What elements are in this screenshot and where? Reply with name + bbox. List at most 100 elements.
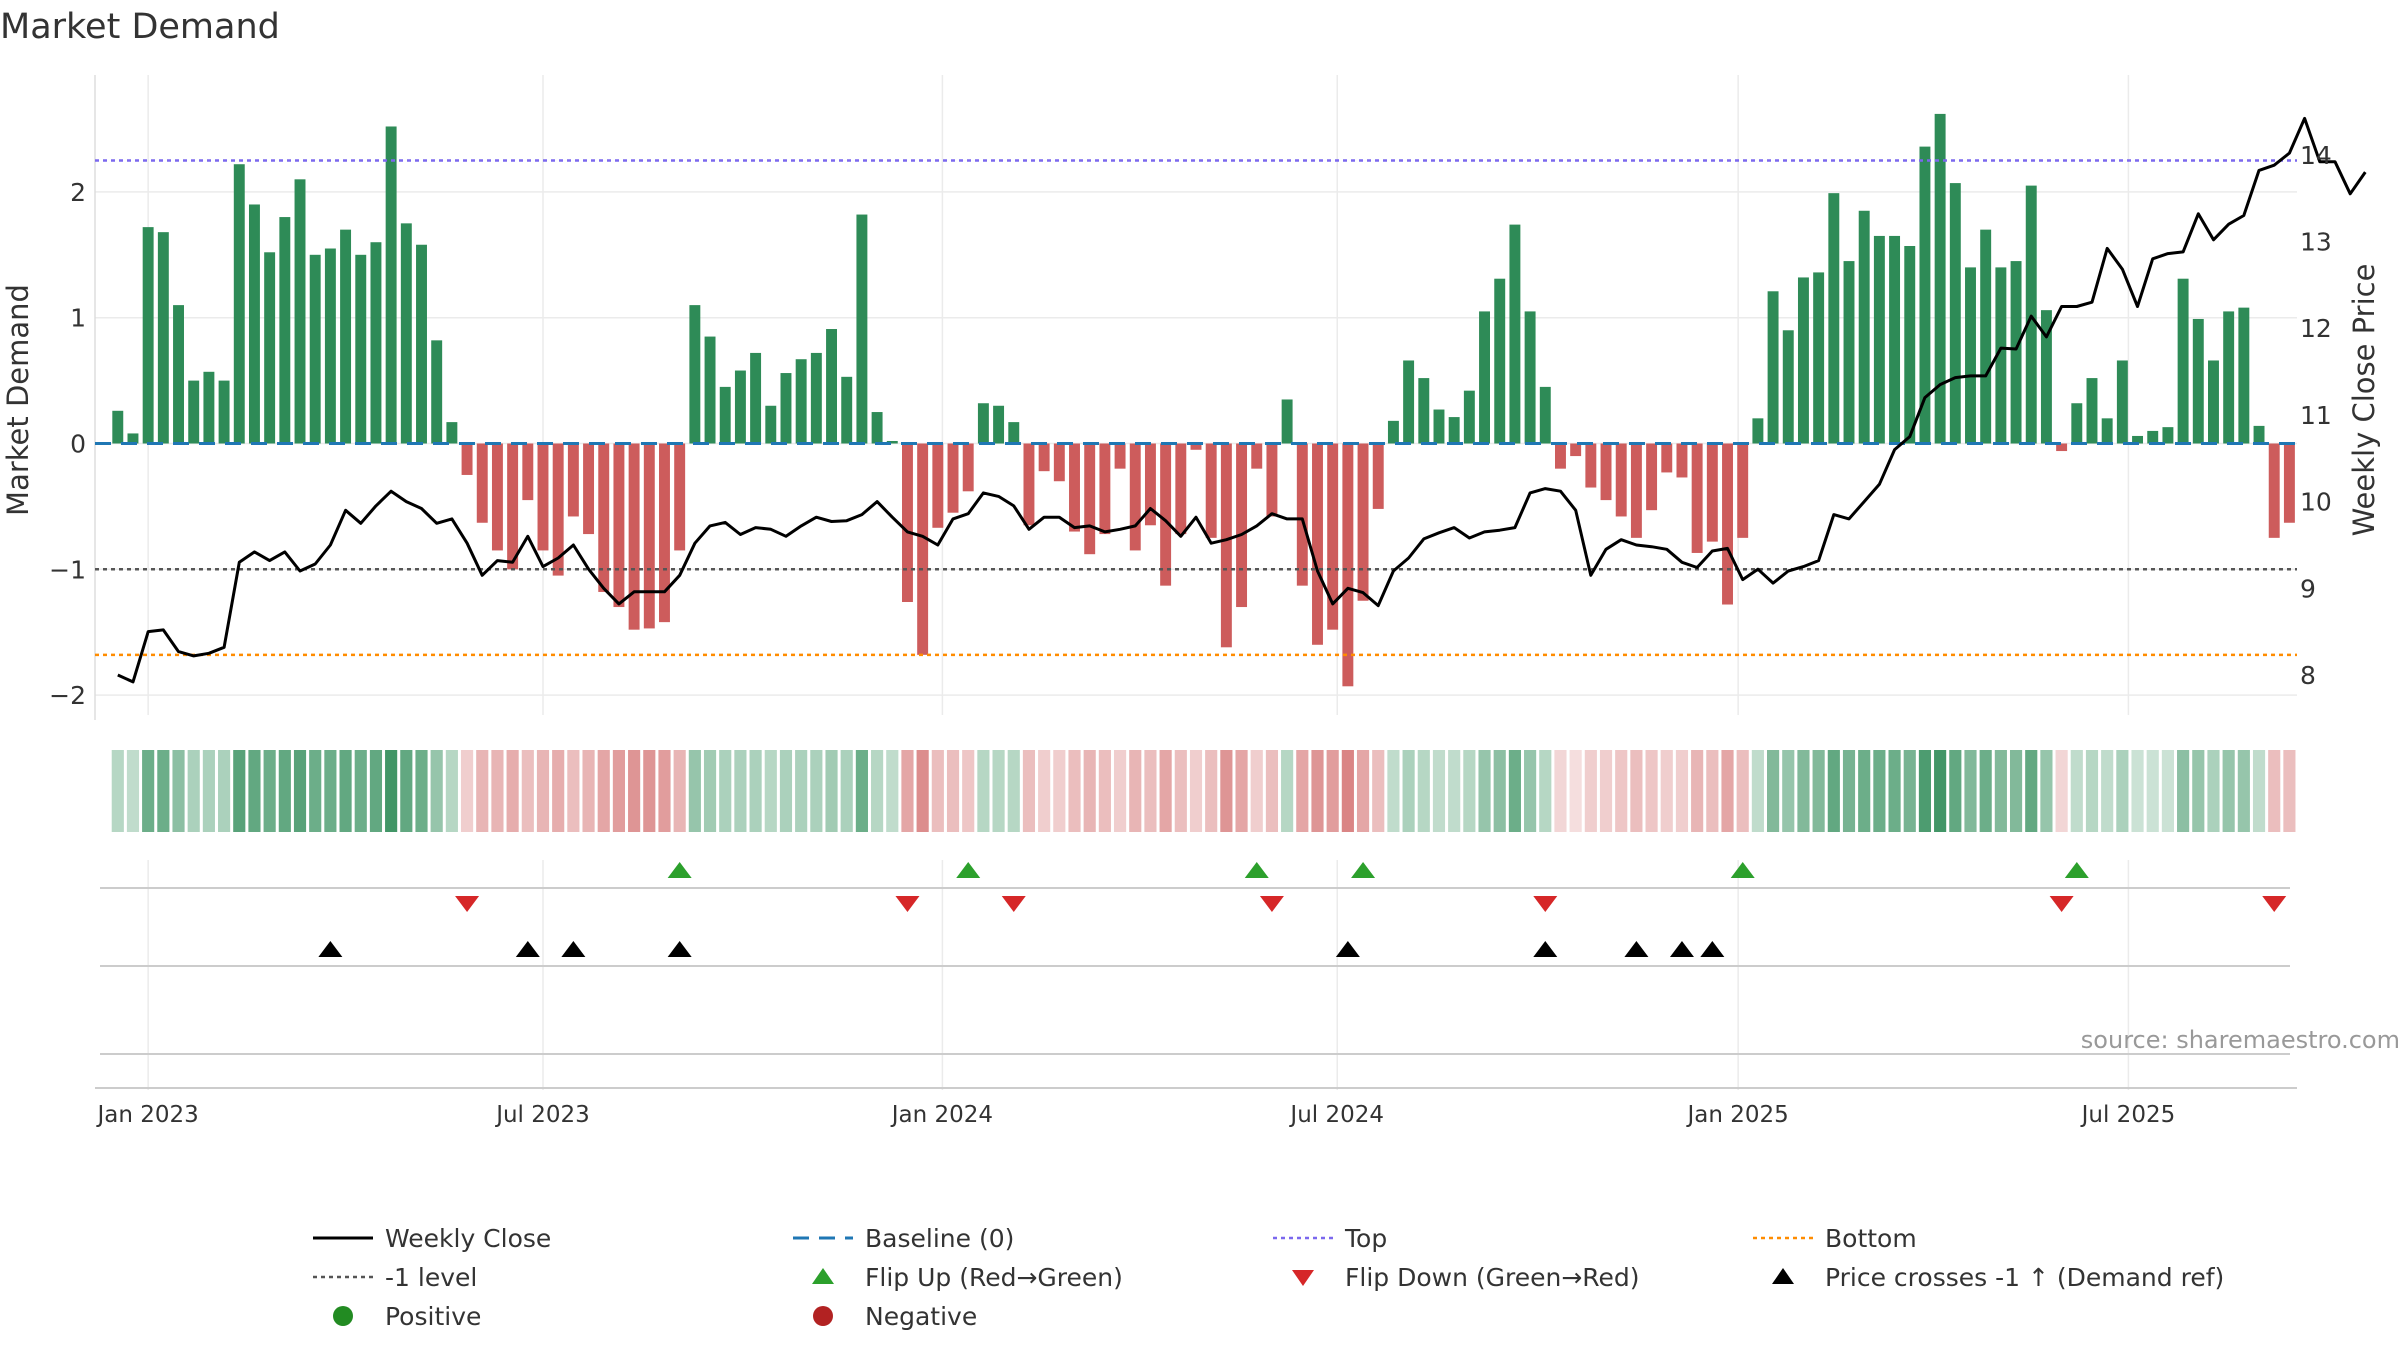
strip-cell (1432, 750, 1446, 832)
y2-axis-label: Weekly Close Price (2347, 264, 2381, 537)
demand-bar (1342, 443, 1354, 687)
demand-bar (2040, 310, 2052, 444)
demand-bar (674, 443, 686, 551)
demand-bar (2177, 278, 2189, 444)
strip-cell (1873, 750, 1886, 832)
demand-bar (476, 443, 488, 523)
demand-bar (917, 443, 929, 655)
strip-cell (779, 750, 793, 832)
demand-bar (416, 244, 427, 444)
demand-bar (567, 443, 579, 517)
demand-bar (2101, 418, 2113, 444)
strip-cell (1888, 750, 1901, 832)
strip-cell (673, 750, 686, 832)
strip-cell (1797, 750, 1810, 832)
demand-bar (294, 179, 306, 444)
demand-bar (1630, 443, 1642, 538)
demand-bar (1934, 113, 1946, 444)
demand-bar (385, 126, 397, 444)
strip-cell (901, 750, 914, 832)
strip-cell (142, 750, 155, 832)
legend-marker (813, 1306, 833, 1326)
demand-bar (1144, 443, 1156, 526)
strip-cell (1964, 750, 1977, 832)
demand-bar (1767, 291, 1779, 444)
demand-bar (2268, 443, 2280, 538)
strip-cell (324, 750, 337, 832)
cross-up-marker (1624, 941, 1649, 957)
demand-bar (1524, 311, 1536, 444)
demand-bar (1752, 418, 1764, 444)
demand-bar (1570, 443, 1582, 457)
demand-bar (613, 443, 625, 608)
strip-cell (825, 750, 838, 832)
weekly-close-line (117, 116, 2367, 684)
x-tick-label: Jul 2025 (2080, 1102, 2176, 1128)
strip-cell (2009, 750, 2023, 832)
demand-bar (871, 412, 883, 444)
flip-up-marker (667, 862, 692, 878)
strip-cell (2268, 750, 2281, 832)
strip-cell (1448, 750, 1461, 832)
flip-up-marker (1351, 862, 1376, 878)
demand-bar (780, 373, 792, 444)
demand-bar (1737, 443, 1749, 538)
x-tick-label: Jul 2024 (1288, 1102, 1384, 1128)
legend-marker (1772, 1268, 1794, 1284)
y-tick-label: −1 (49, 555, 86, 584)
y-tick-label: 0 (70, 430, 86, 459)
y2-tick-label: 11 (2300, 401, 2332, 430)
demand-bar (1585, 443, 1597, 488)
strip-cell (1083, 750, 1096, 832)
demand-bar (659, 443, 670, 623)
strip-cell (400, 750, 413, 832)
strip-cell (1842, 750, 1856, 832)
strip-cell (1584, 750, 1597, 832)
strip-cell (2283, 750, 2296, 832)
strip-cell (1402, 750, 1415, 832)
demand-bar (203, 371, 215, 444)
strip-cell (1159, 750, 1172, 832)
demand-bar (2147, 430, 2159, 444)
legend-label: Positive (385, 1302, 481, 1331)
y-axis-label: Market Demand (1, 284, 35, 516)
demand-bar (1220, 443, 1232, 648)
demand-bar (1479, 311, 1491, 444)
strip-cell (1205, 750, 1218, 832)
demand-bar (431, 340, 443, 444)
demand-bar (689, 305, 701, 444)
strip-cell (749, 750, 762, 832)
demand-bar (1053, 443, 1065, 482)
demand-bar (1600, 443, 1612, 501)
demand-bar (750, 352, 762, 444)
strip-cell (1949, 750, 1962, 832)
demand-bar (446, 422, 458, 444)
demand-bar (1296, 443, 1308, 586)
strip-cell (1296, 750, 1309, 832)
strip-cell (111, 750, 124, 832)
strip-cell (2055, 750, 2068, 832)
legend-label: Baseline (0) (865, 1224, 1014, 1253)
demand-bar (1418, 378, 1430, 444)
strip-cell (582, 750, 595, 832)
demand-bar (1175, 443, 1187, 535)
demand-bar (1266, 443, 1278, 517)
strip-cell (1174, 750, 1187, 832)
strip-cell (2070, 750, 2083, 832)
demand-bar (856, 214, 868, 444)
y2-tick-label: 10 (2300, 488, 2332, 517)
flip-down-marker (2262, 896, 2287, 912)
demand-bar (507, 443, 519, 570)
demand-bar (552, 443, 564, 576)
strip-cell (354, 750, 367, 832)
strip-cell (369, 750, 383, 832)
demand-bar (1494, 278, 1506, 444)
demand-bar (142, 227, 154, 444)
strip-cell (218, 750, 231, 832)
demand-bar (248, 204, 260, 444)
cross-up-marker (667, 941, 692, 957)
demand-bar (1403, 360, 1415, 444)
demand-bar (264, 252, 276, 444)
strip-cell (946, 750, 960, 832)
strip-cell (1372, 750, 1385, 832)
